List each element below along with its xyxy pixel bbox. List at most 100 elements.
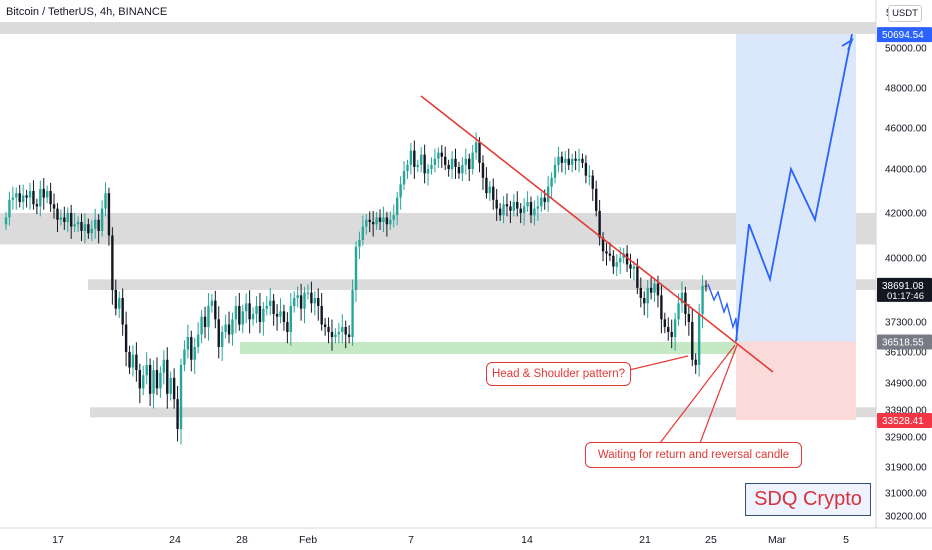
price-tag-countdown: 01:17:46 — [887, 291, 924, 302]
candle-body — [409, 150, 413, 165]
candle-body — [265, 306, 268, 309]
time-tick-label: 5 — [843, 534, 849, 546]
candle-body — [193, 347, 196, 360]
waiting-pointer-b — [699, 344, 738, 444]
candle-body — [519, 208, 522, 213]
candle-body — [4, 217, 8, 225]
candle-body — [512, 202, 516, 211]
candle-body — [18, 193, 21, 202]
candle-body — [327, 327, 330, 332]
price-tick-label: 42000.00 — [885, 209, 927, 220]
candle-body — [35, 204, 39, 207]
candle-body — [28, 191, 32, 198]
candle-body — [238, 306, 241, 325]
candle-body — [543, 197, 546, 202]
candle-body — [104, 193, 107, 209]
sr-zone — [90, 407, 876, 418]
candle-body — [608, 253, 612, 256]
candle-body — [588, 175, 591, 177]
candle-body — [11, 197, 15, 200]
candle-body — [375, 217, 378, 225]
candle-body — [59, 217, 63, 220]
candle-body — [399, 184, 402, 198]
long-position-tool[interactable] — [736, 34, 856, 421]
candle-body — [598, 210, 601, 238]
price-tag — [877, 277, 932, 302]
candle-body — [502, 204, 505, 216]
waiting-note[interactable]: Waiting for return and reversal candle — [585, 442, 802, 468]
candle-body — [166, 359, 169, 394]
price-axis-bg — [876, 0, 932, 550]
candle-body — [629, 264, 632, 269]
candle-body — [56, 208, 59, 220]
candle-body — [337, 332, 341, 335]
candle-body — [444, 156, 447, 165]
candle-body — [694, 359, 697, 365]
candle-body — [94, 219, 97, 229]
candle-body — [382, 217, 385, 222]
candle-body — [217, 319, 220, 347]
projected-price-path — [735, 33, 853, 342]
candle-body — [395, 197, 399, 216]
head-shoulder-pointer — [628, 355, 689, 371]
candle-body — [172, 377, 176, 400]
candle-body — [148, 364, 152, 394]
candle-body — [21, 195, 25, 202]
candle-body — [138, 370, 142, 389]
candle-body — [392, 215, 395, 220]
candle-body — [495, 199, 498, 209]
symbol-title: Bitcoin / TetherUS, 4h, BINANCE — [6, 6, 168, 18]
candle-body — [214, 300, 217, 320]
time-tick-label: 24 — [169, 534, 181, 546]
waiting-pointer-a — [659, 344, 736, 444]
currency-button[interactable]: USDT — [888, 5, 922, 22]
sdq-crypto-watermark: SDQ Crypto — [745, 483, 871, 516]
price-tick-label: 50000.00 — [885, 44, 927, 55]
support-resistance-zones — [0, 22, 876, 418]
candle-body — [306, 292, 310, 294]
candle-body — [591, 175, 594, 189]
candle-body — [227, 324, 231, 335]
candle-body — [526, 202, 529, 207]
candle-body — [118, 298, 121, 309]
candle-body — [32, 191, 35, 205]
candle-body — [450, 158, 454, 169]
candle-body — [286, 322, 289, 332]
head-shoulder-note[interactable]: Head & Shoulder pattern? — [486, 362, 631, 386]
candle-body — [159, 372, 162, 389]
candle-body — [313, 298, 317, 304]
candle-body — [478, 142, 481, 163]
candle-body — [615, 262, 618, 267]
descending-trendline — [420, 95, 774, 373]
time-tick-label: 14 — [521, 534, 533, 546]
time-tick-label: Feb — [299, 534, 317, 546]
candle-body — [334, 334, 337, 337]
candle-body — [553, 164, 557, 178]
candle-body — [200, 316, 203, 335]
price-tick-label: 32900.00 — [885, 433, 927, 444]
candle-body — [564, 158, 567, 163]
price-tick-label: 31000.00 — [885, 489, 927, 500]
candle-body — [426, 169, 430, 174]
candle-body — [244, 303, 248, 312]
candle-body — [39, 188, 42, 207]
candle-body — [152, 370, 155, 394]
candle-body — [632, 266, 636, 269]
candle-body — [704, 285, 708, 287]
candle-body — [330, 332, 334, 337]
sr-zone — [88, 279, 876, 290]
candle-body — [601, 237, 605, 252]
candle-body — [673, 319, 677, 337]
candle-body — [557, 156, 560, 165]
candle-body — [663, 319, 667, 327]
candle-body — [323, 324, 327, 327]
candle-body — [474, 142, 478, 153]
time-tick-label: 28 — [236, 534, 248, 546]
candle-body — [42, 188, 45, 198]
chart-drawings[interactable] — [420, 33, 854, 444]
candle-body — [296, 295, 299, 298]
candle-body — [464, 158, 468, 165]
candle-body — [196, 334, 200, 347]
candle-body — [570, 158, 574, 165]
